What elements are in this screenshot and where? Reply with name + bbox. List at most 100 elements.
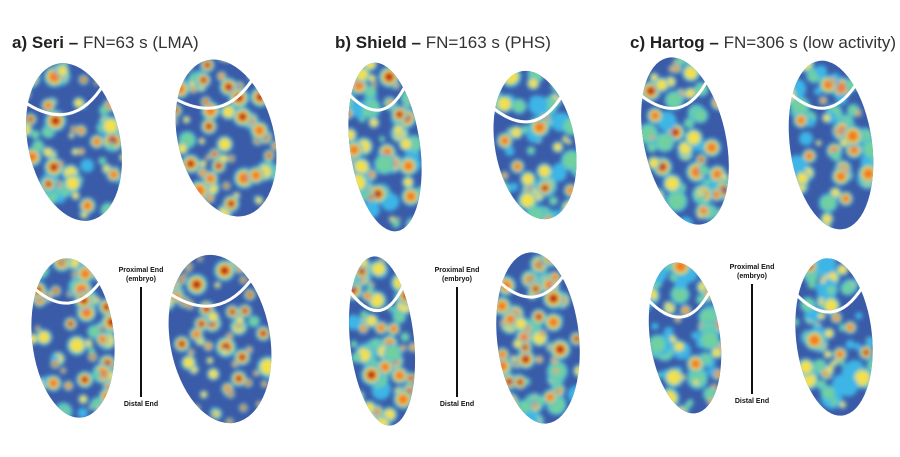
axis-indicator-c: Proximal End (embryo) Distal End [722,263,782,406]
activity-spot [396,71,401,76]
activity-spot [99,106,108,115]
activity-spot [108,142,115,149]
activity-spot [343,285,348,291]
axis-line [456,287,458,397]
activity-spot [99,266,109,276]
activity-spot [254,125,265,136]
proximal-end-label: Proximal End (embryo) [729,264,775,280]
activity-spot [871,401,880,410]
activity-spot [189,350,194,355]
activity-spot [526,216,533,223]
activity-spot [512,99,526,113]
activity-spot [823,114,830,122]
distal-end-label: Distal End [734,398,770,405]
activity-spot [540,331,545,336]
activity-spot [688,399,694,405]
activity-spot [805,152,814,160]
activity-spot [235,375,242,382]
activity-spot [182,274,186,278]
activity-spot [212,151,217,157]
distal-end-label: Distal End [123,401,159,408]
falling-number: FN=306 s (low activity) [723,33,896,52]
activity-spot [534,121,545,133]
activity-spot [397,394,409,405]
activity-spot [101,268,107,274]
activity-spot [522,355,530,363]
activity-spot [535,396,545,406]
activity-spot [493,308,497,313]
activity-spot [833,314,840,321]
activity-spot [200,160,206,167]
activity-spot [840,139,847,147]
activity-spot [370,293,384,307]
activity-spot [369,75,375,82]
variety-name: Hartog [649,33,705,52]
activity-spot [27,257,41,271]
activity-spot [32,140,44,152]
activity-spot [552,254,561,263]
activity-spot [18,75,26,83]
activity-spot [241,278,246,282]
activity-spot [671,286,689,303]
activity-spot [665,302,671,308]
activity-spot [172,254,186,268]
activity-spot [408,408,418,418]
activity-spot [176,258,182,265]
activity-spot [229,309,235,315]
activity-spot [525,215,534,224]
activity-spot [18,73,28,85]
activity-spot [550,165,567,182]
activity-spot [109,170,118,179]
activity-spot [789,271,798,280]
activity-spot [172,89,176,92]
activity-spot [665,176,679,191]
axis-line [140,287,142,397]
activity-spot [551,253,561,264]
activity-spot [528,205,536,213]
activity-spot [871,402,879,410]
activity-spot [65,383,72,389]
activity-spot [267,203,276,212]
activity-spot [358,268,365,275]
activity-spot [821,386,835,400]
activity-spot [373,83,376,86]
activity-spot [341,253,355,271]
activity-spot [788,270,799,281]
activity-spot [532,286,539,292]
activity-spot [538,165,550,177]
activity-spot [655,201,664,211]
activity-spot [97,264,111,279]
activity-spot [224,184,228,188]
activity-spot [168,88,170,95]
activity-spot [199,169,206,176]
activity-spot [83,201,92,211]
activity-spot [869,196,882,211]
activity-spot [183,117,190,123]
activity-spot [195,407,199,410]
activity-spot [93,137,101,146]
activity-spot [354,80,364,91]
activity-spot [498,350,507,359]
activity-spot [855,312,863,320]
activity-spot [539,260,543,264]
activity-spot [392,59,403,70]
activity-spot [648,336,666,353]
activity-spot [680,375,685,380]
activity-spot [92,370,101,379]
activity-spot [815,225,826,235]
activity-spot [549,294,558,303]
activity-spot [656,391,667,402]
activity-spot [556,345,565,354]
activity-spot [90,355,95,359]
activity-spot [808,221,824,235]
activity-spot [704,59,714,68]
activity-spot [686,89,695,98]
activity-spot [816,140,821,146]
activity-spot [69,338,84,353]
activity-spot [510,220,517,226]
activity-spot [834,129,839,133]
activity-spot [171,87,177,94]
activity-spot [839,360,845,366]
activity-spot [640,272,649,286]
activity-spot [682,307,689,314]
